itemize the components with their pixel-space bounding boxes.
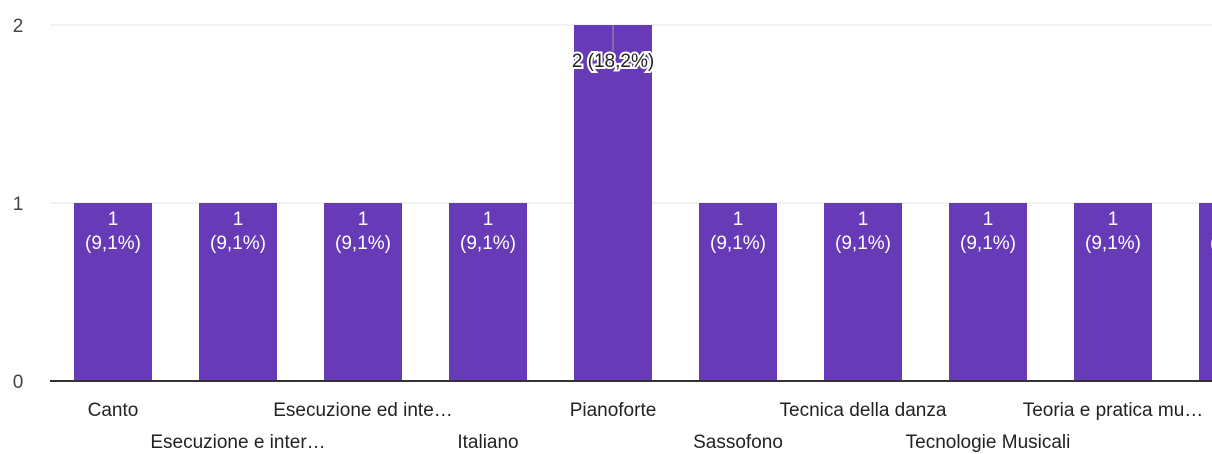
data-label: 1 <box>108 209 119 230</box>
x-category-label: Tecnica della danza <box>780 400 947 421</box>
bar[interactable] <box>824 203 902 381</box>
bar[interactable] <box>699 203 777 381</box>
x-category-label: Sassofono <box>693 432 783 453</box>
bar[interactable] <box>574 25 652 381</box>
x-category-label: Teoria e pratica mu… <box>1023 400 1204 421</box>
bar[interactable] <box>1074 203 1152 381</box>
data-label: (9,1%) <box>1085 233 1141 254</box>
data-label: (9,1%) <box>835 233 891 254</box>
data-label: (9,1%) <box>85 233 141 254</box>
data-labels: 1 (9,1%) 1 (9,1%) 1 (9,1%) 1 (9,1%) 2 (18,2%) 1 (9… <box>85 25 1212 254</box>
bar[interactable] <box>1199 203 1212 381</box>
data-label: 1 <box>233 209 244 230</box>
x-axis-categories: Canto Esecuzione e inter… Esecuzione ed in… <box>88 400 1204 453</box>
data-label: (9,1%) <box>1210 233 1212 254</box>
x-category-label: Esecuzione ed inte… <box>273 400 453 421</box>
data-label: 1 <box>733 209 744 230</box>
data-label: 1 <box>1108 209 1119 230</box>
bar[interactable] <box>199 203 277 381</box>
data-label: 1 <box>483 209 494 230</box>
data-label: (9,1%) <box>335 233 391 254</box>
data-label: (9,1%) <box>460 233 516 254</box>
data-label: (9,1%) <box>710 233 766 254</box>
y-tick-label: 1 <box>13 194 24 215</box>
bars <box>74 25 1212 381</box>
y-tick-label: 0 <box>13 372 24 393</box>
x-category-label: Esecuzione e inter… <box>150 432 325 453</box>
x-category-label: Pianoforte <box>570 400 657 421</box>
bar[interactable] <box>74 203 152 381</box>
bar[interactable] <box>949 203 1027 381</box>
data-label: (9,1%) <box>960 233 1016 254</box>
x-category-label: Canto <box>88 400 139 421</box>
data-label: 1 <box>358 209 369 230</box>
y-axis-ticks: 0 1 2 <box>13 16 24 393</box>
data-label: 1 <box>983 209 994 230</box>
bar[interactable] <box>449 203 527 381</box>
x-category-label: Italiano <box>457 432 518 453</box>
x-category-label: Tecnologie Musicali <box>906 432 1071 453</box>
data-label: 2 (18,2%) <box>572 51 654 72</box>
data-label: (9,1%) <box>210 233 266 254</box>
y-tick-label: 2 <box>13 16 24 37</box>
data-label: 1 <box>858 209 869 230</box>
bar[interactable] <box>324 203 402 381</box>
